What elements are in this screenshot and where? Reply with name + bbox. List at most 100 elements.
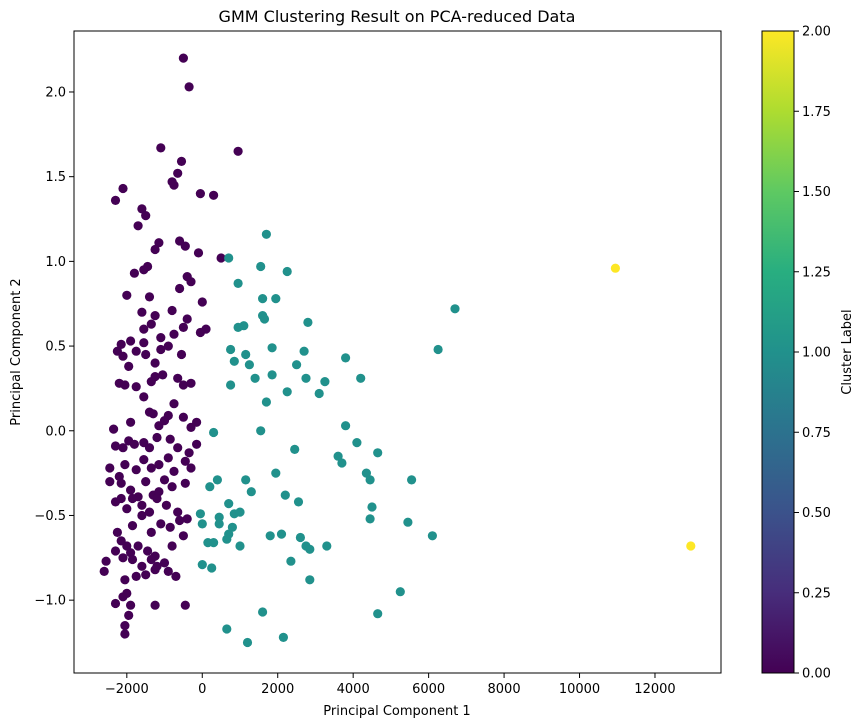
- data-point-cluster-0-111: [144, 507, 155, 517]
- data-point-cluster-0-116: [127, 521, 138, 531]
- data-point-cluster-0-113: [161, 500, 171, 510]
- data-point-cluster-1-44: [241, 475, 251, 485]
- data-point-cluster-0-27: [144, 292, 155, 302]
- data-point-cluster-1-24: [301, 373, 311, 383]
- data-point-cluster-0-114: [173, 507, 183, 517]
- data-point-cluster-0-82: [173, 443, 183, 453]
- data-point-cluster-0-31: [150, 311, 160, 321]
- colorbar-tick-label: 1.25: [802, 265, 831, 280]
- data-point-cluster-0-108: [122, 504, 132, 514]
- data-point-cluster-0-13: [209, 190, 219, 200]
- data-point-cluster-0-105: [180, 478, 190, 488]
- data-point-cluster-0-151: [120, 621, 130, 631]
- y-tick-label: −0.5: [34, 509, 66, 524]
- data-point-cluster-2-0: [610, 263, 621, 273]
- data-point-cluster-1-21: [292, 360, 302, 370]
- data-point-cluster-0-90: [146, 463, 156, 473]
- data-point-cluster-0-74: [110, 441, 121, 451]
- data-point-cluster-0-97: [116, 478, 126, 488]
- data-point-cluster-1-6: [271, 294, 281, 304]
- data-point-cluster-0-14: [133, 221, 143, 231]
- x-tick-label: 10000: [559, 682, 600, 697]
- data-point-cluster-0-32: [167, 305, 177, 316]
- data-point-cluster-1-68: [427, 531, 437, 541]
- data-point-cluster-0-135: [137, 561, 147, 571]
- data-point-cluster-0-127: [143, 546, 153, 556]
- data-point-cluster-0-153: [150, 600, 160, 610]
- data-point-cluster-0-84: [192, 439, 202, 449]
- data-point-cluster-1-81: [278, 632, 288, 643]
- y-axis-label: Principal Component 2: [9, 278, 24, 425]
- data-point-cluster-0-11: [141, 211, 151, 221]
- data-point-cluster-1-18: [341, 353, 351, 363]
- colorbar-tick-label: 2.00: [802, 25, 831, 40]
- data-point-cluster-0-6: [173, 168, 183, 178]
- data-point-cluster-0-150: [124, 610, 134, 621]
- data-point-cluster-0-30: [137, 307, 147, 317]
- y-tick-label: −1.0: [34, 594, 66, 609]
- data-point-cluster-0-2: [156, 143, 166, 153]
- data-point-cluster-1-27: [226, 380, 236, 390]
- data-point-cluster-1-47: [205, 482, 215, 492]
- data-point-cluster-1-57: [365, 514, 375, 524]
- data-point-cluster-0-126: [133, 541, 143, 551]
- data-point-cluster-0-0: [178, 53, 188, 63]
- data-point-cluster-0-41: [178, 322, 188, 332]
- data-point-cluster-2-1: [686, 541, 696, 551]
- data-point-cluster-1-14: [226, 344, 236, 355]
- data-point-cluster-0-44: [118, 351, 128, 361]
- data-point-cluster-0-115: [182, 514, 192, 524]
- data-point-cluster-1-4: [233, 278, 243, 288]
- data-point-cluster-0-109: [127, 493, 138, 504]
- data-point-cluster-0-140: [101, 556, 111, 566]
- x-tick-label: 8000: [488, 682, 521, 697]
- data-point-cluster-0-131: [178, 531, 188, 541]
- data-point-cluster-0-26: [122, 290, 132, 300]
- data-point-cluster-1-5: [258, 294, 268, 304]
- data-point-cluster-1-22: [250, 373, 260, 383]
- data-point-cluster-1-20: [244, 360, 254, 370]
- data-point-cluster-1-52: [235, 507, 245, 517]
- data-point-cluster-1-48: [293, 497, 304, 507]
- data-point-cluster-0-77: [129, 439, 139, 449]
- data-point-cluster-0-22: [216, 253, 226, 263]
- data-point-cluster-0-88: [131, 465, 141, 475]
- data-point-cluster-1-33: [256, 426, 266, 436]
- colorbar-tick-label: 0.75: [802, 426, 831, 441]
- data-point-cluster-0-75: [118, 443, 128, 453]
- data-point-cluster-1-16: [299, 346, 309, 356]
- data-point-cluster-0-100: [141, 477, 151, 487]
- data-point-cluster-1-41: [365, 475, 375, 485]
- data-point-cluster-0-71: [109, 424, 119, 434]
- x-tick-label: 6000: [412, 682, 445, 697]
- colorbar-tick-label: 0.25: [802, 586, 831, 601]
- data-point-cluster-0-38: [146, 319, 156, 329]
- data-point-cluster-0-154: [180, 600, 190, 610]
- data-point-cluster-0-112: [152, 493, 162, 504]
- data-point-cluster-1-39: [271, 468, 281, 478]
- data-point-cluster-0-54: [120, 380, 130, 390]
- data-point-cluster-0-145: [150, 565, 160, 575]
- data-point-cluster-0-81: [165, 434, 175, 444]
- x-axis-label: Principal Component 1: [323, 704, 470, 719]
- data-point-cluster-0-62: [139, 392, 149, 402]
- data-point-cluster-0-46: [139, 338, 149, 348]
- x-tick-label: 2000: [261, 682, 294, 697]
- data-point-cluster-0-121: [175, 515, 185, 526]
- data-point-cluster-0-12: [195, 189, 205, 199]
- data-point-cluster-0-79: [144, 443, 155, 453]
- data-point-cluster-0-51: [176, 349, 187, 360]
- data-point-cluster-0-66: [169, 399, 179, 409]
- data-point-cluster-0-83: [184, 448, 194, 458]
- data-point-cluster-1-36: [290, 444, 300, 454]
- data-point-cluster-0-122: [112, 527, 122, 538]
- data-point-cluster-0-130: [167, 541, 177, 551]
- data-point-cluster-1-2: [256, 261, 266, 272]
- data-point-cluster-0-91: [154, 460, 164, 470]
- data-point-cluster-0-149: [110, 598, 121, 609]
- data-point-cluster-0-103: [159, 475, 170, 485]
- data-point-cluster-1-45: [246, 487, 256, 497]
- data-point-cluster-1-62: [265, 531, 275, 541]
- data-point-cluster-0-15: [154, 238, 164, 248]
- colorbar-tick-label: 1.00: [802, 346, 831, 361]
